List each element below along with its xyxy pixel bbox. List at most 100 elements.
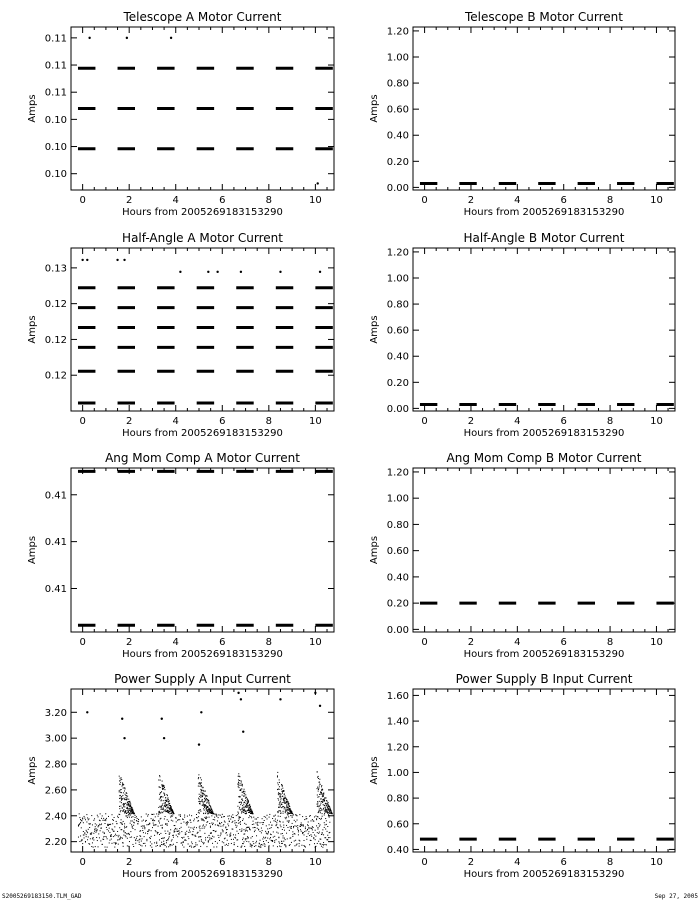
data-point (161, 808, 163, 810)
data-point (173, 831, 175, 833)
data-point (287, 801, 289, 803)
data-point (163, 786, 165, 788)
plot-frame (412, 26, 676, 191)
data-point (300, 830, 302, 832)
data-point (120, 805, 122, 807)
data-point (300, 822, 302, 824)
data-point (327, 839, 329, 841)
data-point (304, 828, 306, 830)
data-point (279, 805, 281, 807)
data-point (267, 841, 269, 843)
y-tick-label: 1.20 (387, 467, 409, 478)
data-point (142, 827, 144, 829)
data-point (246, 830, 248, 832)
data-point (130, 808, 132, 810)
data-point (288, 807, 290, 809)
data-point (292, 813, 294, 815)
data-point (120, 819, 122, 821)
data-point (246, 838, 248, 840)
data-point (149, 838, 151, 840)
data-point (101, 827, 103, 829)
data-point (121, 842, 123, 844)
data-point (224, 837, 226, 839)
data-point (316, 819, 318, 821)
data-point (204, 800, 206, 802)
data-point (190, 827, 192, 829)
data-point (103, 838, 105, 840)
data-point (154, 834, 156, 836)
plot-frame (412, 247, 676, 412)
data-point (250, 809, 252, 811)
data-point (153, 813, 155, 815)
data-point (162, 785, 164, 787)
data-point (283, 790, 285, 792)
data-point (209, 839, 211, 841)
data-point (201, 795, 203, 797)
data-point (155, 845, 157, 847)
data-point (248, 804, 250, 806)
data-point (288, 816, 290, 818)
data-point (126, 812, 128, 814)
data-point (258, 845, 260, 847)
data-point (169, 802, 171, 804)
data-point (210, 810, 212, 812)
data-point (190, 845, 192, 847)
data-point (198, 777, 200, 779)
data-point (286, 803, 288, 805)
data-point (128, 841, 130, 843)
data-point (279, 801, 281, 803)
data-point (110, 835, 112, 837)
data-point (200, 836, 202, 838)
data-point (216, 815, 218, 817)
data-point (322, 804, 324, 806)
data-point (242, 810, 244, 812)
data-point (242, 795, 244, 797)
data-point (79, 841, 81, 843)
data-point (268, 845, 270, 847)
data-point (166, 819, 168, 821)
data-point (140, 825, 142, 827)
data-point (247, 809, 249, 811)
data-point (286, 813, 288, 815)
data-point (302, 833, 304, 835)
data-point (119, 784, 121, 786)
data-point (112, 819, 114, 821)
data-point (160, 812, 162, 814)
y-axis-label: Amps (27, 94, 38, 122)
data-point (244, 822, 246, 824)
data-point (251, 811, 253, 813)
data-point (249, 828, 251, 830)
data-point (144, 827, 146, 829)
data-point (94, 828, 96, 830)
data-point (300, 824, 302, 826)
data-point (302, 816, 304, 818)
data-point (262, 844, 264, 846)
data-point (124, 788, 126, 790)
data-point (198, 812, 200, 814)
data-point (215, 830, 217, 832)
data-point (324, 800, 326, 802)
data-point (248, 809, 250, 811)
data-point (237, 845, 239, 847)
data-point (209, 837, 211, 839)
data-point (325, 808, 327, 810)
data-point (191, 833, 193, 835)
data-point (235, 826, 237, 828)
data-point (174, 825, 176, 827)
data-point (277, 832, 279, 834)
data-point (131, 825, 133, 827)
data-point (179, 815, 181, 817)
data-point (99, 820, 101, 822)
data-point (202, 792, 204, 794)
data-point (183, 836, 185, 838)
data-point (116, 834, 118, 836)
data-point (279, 845, 281, 847)
data-point (119, 801, 121, 803)
data-point (325, 809, 327, 811)
data-point (114, 846, 116, 848)
data-point (219, 814, 221, 816)
data-point (191, 843, 193, 845)
chart-title: Ang Mom Comp A Motor Current (105, 451, 300, 465)
data-point (244, 805, 246, 807)
